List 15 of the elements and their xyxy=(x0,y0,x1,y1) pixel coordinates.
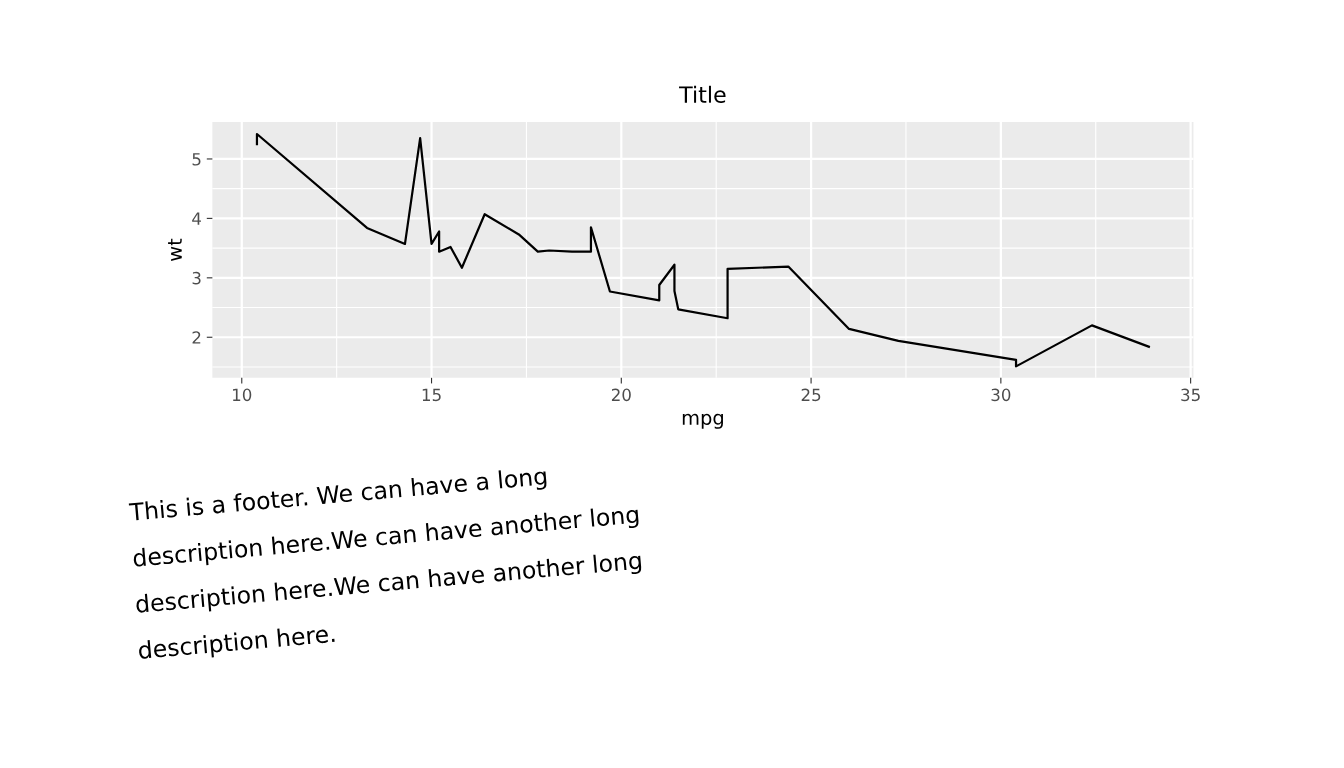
y-axis-title: wt xyxy=(168,238,182,261)
chart-title: Title xyxy=(679,85,726,103)
x-tick-label: 30 xyxy=(991,388,1011,402)
x-tick-label: 10 xyxy=(232,388,252,402)
x-axis-title: mpg xyxy=(682,413,723,429)
line-series xyxy=(255,132,1150,368)
x-tick-label: 25 xyxy=(801,388,821,402)
x-tick-label: 15 xyxy=(422,388,441,402)
y-tick-label: 2 xyxy=(192,331,201,344)
text: description here. xyxy=(138,623,336,664)
x-tick-label: 35 xyxy=(1181,388,1200,402)
y-tick-label: 3 xyxy=(192,271,201,285)
y-tick-label: 5 xyxy=(192,153,201,166)
x-tick-label: 20 xyxy=(611,388,631,402)
y-tick-label: 4 xyxy=(192,212,201,225)
